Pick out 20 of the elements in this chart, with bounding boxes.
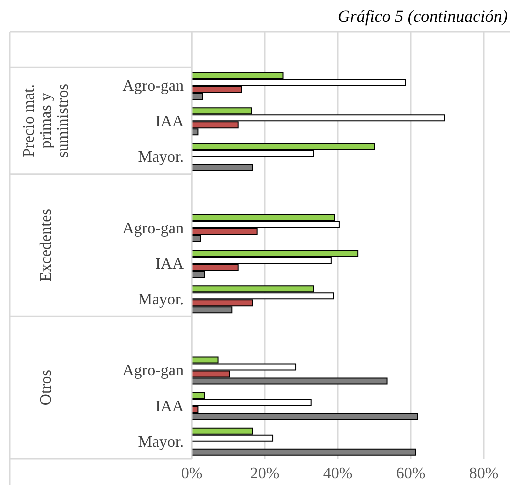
y-tick-label: Agro-gan xyxy=(122,362,184,380)
x-tick-label: 20% xyxy=(250,465,280,482)
y-tick-label: IAA xyxy=(156,256,184,273)
x-tick-label: 80% xyxy=(469,465,499,482)
x-tick-label: 40% xyxy=(323,465,353,482)
text: Otros xyxy=(38,370,55,406)
text: Excedentes xyxy=(38,209,55,282)
y-tick-label: Agro-gan xyxy=(122,78,184,96)
y-tick-label: Mayor. xyxy=(138,149,184,166)
text: Precio mat. primas y suministros xyxy=(21,84,72,158)
x-tick-label: 60% xyxy=(396,465,426,482)
x-tick-label: 0% xyxy=(181,465,203,482)
chart-title: Gráfico 5 (continuación) xyxy=(338,7,508,26)
y-tick-label: Agro-gan xyxy=(122,220,184,238)
y-tick-label: Mayor. xyxy=(138,292,184,309)
y-tick-label: IAA xyxy=(156,398,184,416)
bar xyxy=(192,448,416,456)
bar xyxy=(192,164,254,172)
y-tick-label: IAA xyxy=(156,114,184,131)
y-tick-label: Mayor. xyxy=(138,434,184,451)
